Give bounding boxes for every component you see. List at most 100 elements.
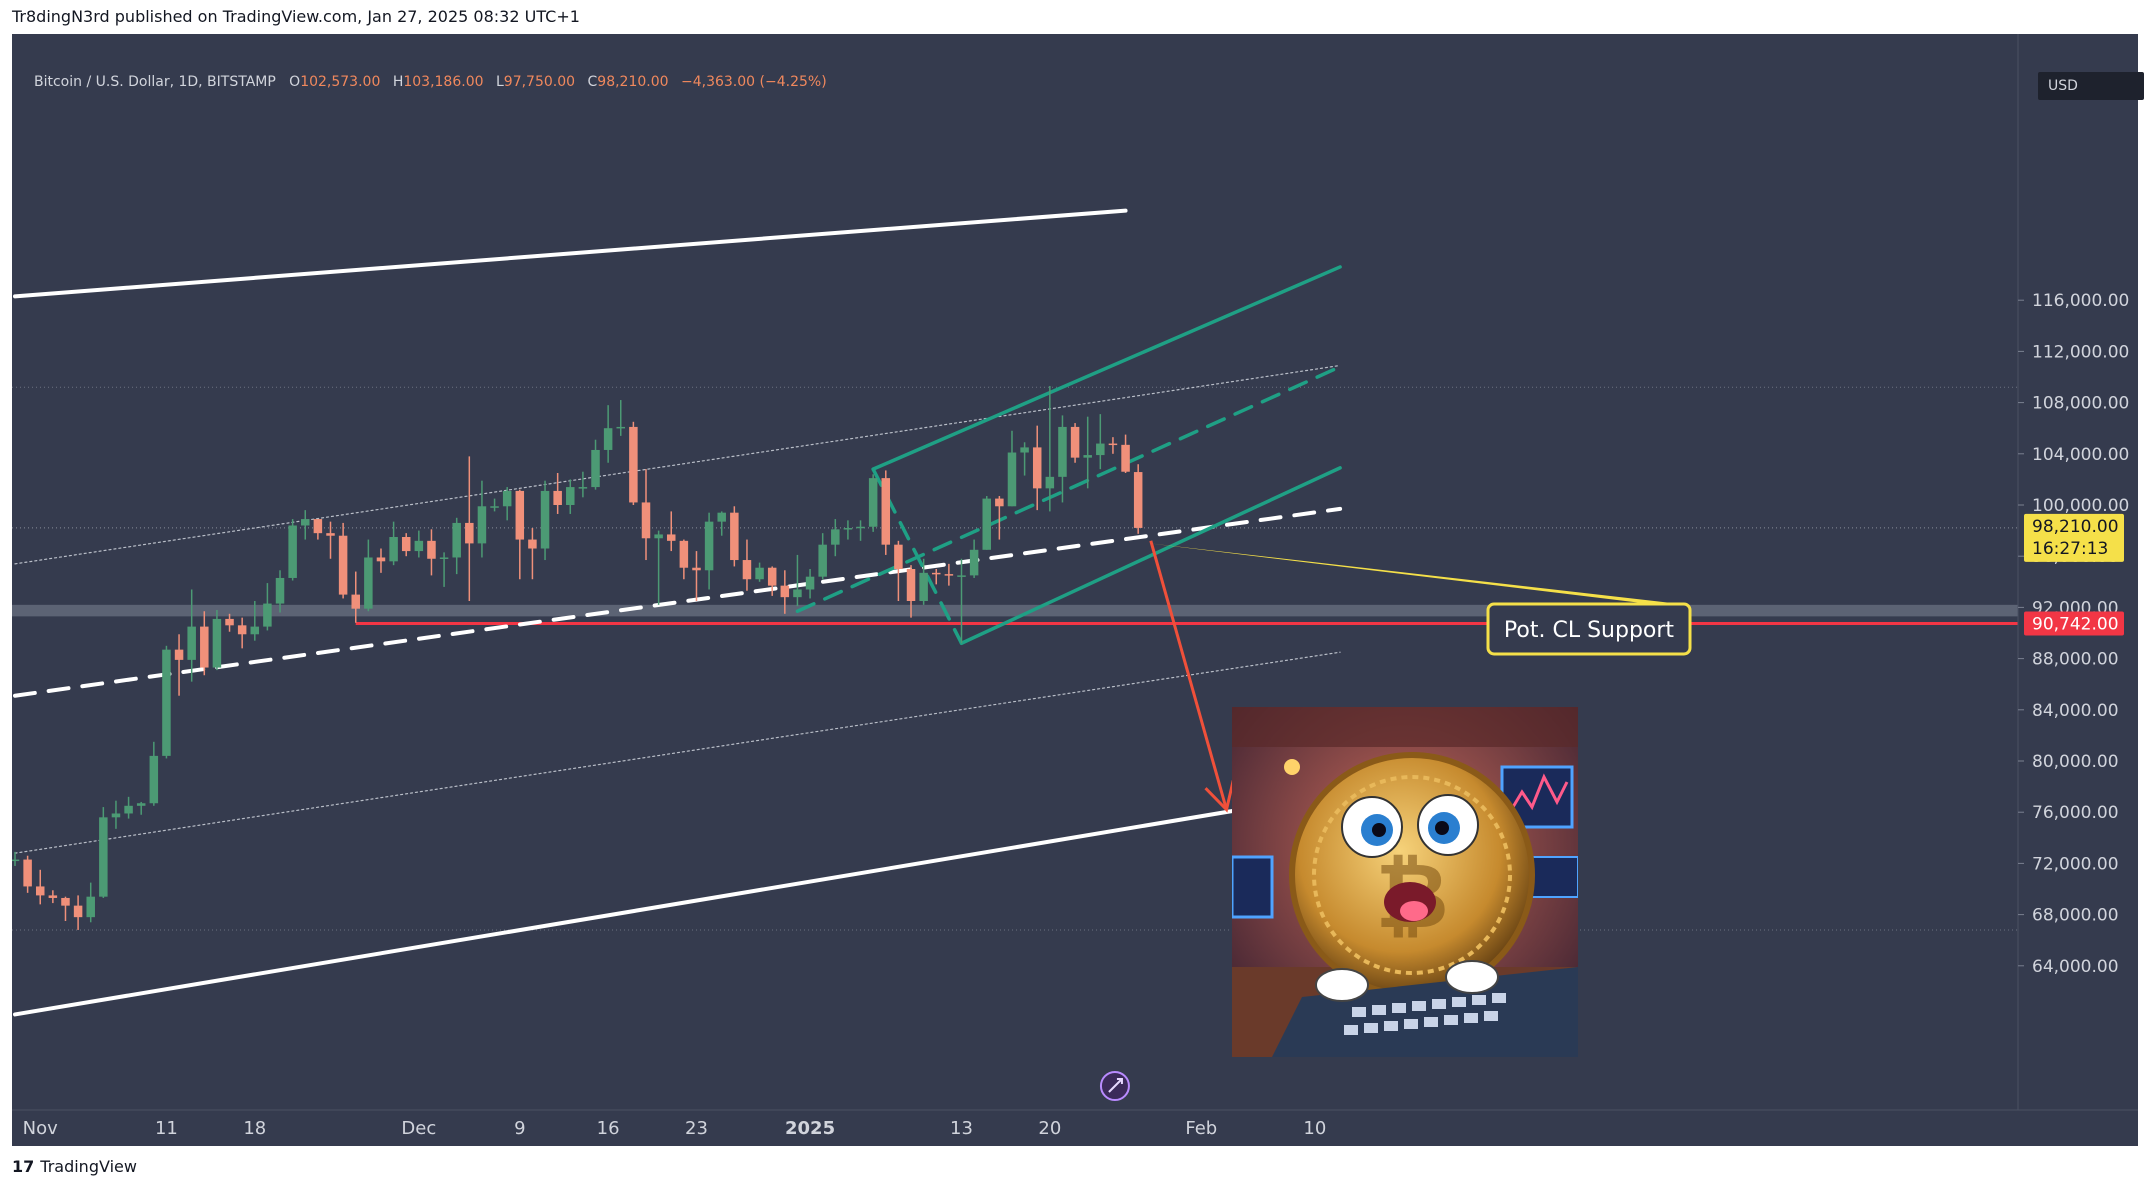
candle-body[interactable] (1020, 447, 1029, 453)
candle-body[interactable] (338, 535, 348, 595)
candle-body[interactable] (187, 626, 196, 660)
candle-body[interactable] (932, 572, 941, 575)
dashed-trend-line (13, 506, 1343, 698)
candle-body[interactable] (48, 895, 58, 898)
candle-body[interactable] (755, 567, 764, 580)
candle-body[interactable] (805, 576, 815, 590)
candle-body[interactable] (818, 544, 827, 577)
candle-body[interactable] (616, 426, 626, 429)
candle-body[interactable] (1133, 472, 1143, 528)
candle-body[interactable] (174, 649, 184, 660)
candle-body[interactable] (919, 572, 928, 601)
candle-body[interactable] (767, 567, 777, 586)
candle-body[interactable] (288, 525, 297, 578)
chart-pane[interactable]: Pot. CL Support 64,000.00 68,000.00 72,000… (12, 34, 2144, 1146)
candle-body[interactable] (1096, 443, 1105, 456)
candle-body[interactable] (704, 521, 714, 571)
candle-body[interactable] (881, 478, 891, 545)
candle-body[interactable] (263, 603, 272, 627)
candle-body[interactable] (591, 449, 600, 488)
candle-body[interactable] (86, 896, 95, 918)
candle-body[interactable] (427, 540, 436, 559)
candle-body[interactable] (666, 534, 676, 541)
candle-body[interactable] (200, 626, 209, 668)
candle-body[interactable] (1108, 443, 1118, 446)
price-tick-label: 72,000.00 (2032, 854, 2119, 874)
candle-body[interactable] (465, 522, 474, 544)
candle-body[interactable] (1083, 455, 1092, 458)
candle-body[interactable] (894, 544, 903, 569)
candle-body[interactable] (780, 585, 790, 598)
candle-body[interactable] (111, 813, 121, 818)
candle-body[interactable] (566, 487, 575, 505)
candle-body[interactable] (995, 498, 1004, 507)
candle-body[interactable] (692, 567, 701, 571)
candle-body[interactable] (1070, 426, 1080, 458)
candle-body[interactable] (250, 626, 260, 635)
candle-body[interactable] (957, 575, 966, 577)
candle-body[interactable] (1058, 426, 1067, 477)
candle-body[interactable] (452, 522, 461, 558)
candle-body[interactable] (502, 490, 512, 507)
candle-body[interactable] (23, 859, 32, 887)
candle-body[interactable] (477, 506, 487, 544)
candle-body[interactable] (364, 557, 373, 609)
candle-body[interactable] (969, 549, 979, 576)
candle-body[interactable] (351, 594, 360, 609)
candle-body[interactable] (1045, 476, 1055, 489)
candle-body[interactable] (439, 557, 449, 559)
candle-body[interactable] (414, 540, 424, 552)
currency-selector[interactable]: USD (2038, 72, 2144, 100)
candle-body[interactable] (61, 897, 70, 906)
candle-body[interactable] (553, 490, 562, 505)
candle-body[interactable] (326, 533, 335, 536)
candle-body[interactable] (528, 539, 537, 549)
candle-body[interactable] (376, 557, 386, 562)
candle-body[interactable] (12, 859, 20, 862)
candle-body[interactable] (136, 803, 146, 806)
candle-body[interactable] (679, 540, 689, 568)
candle-body[interactable] (717, 512, 726, 522)
candle-body[interactable] (540, 490, 550, 549)
last-price-label: 98,210.00 (2032, 517, 2119, 537)
candle-body[interactable] (401, 537, 411, 552)
candle-body[interactable] (515, 490, 525, 540)
time-tick-label: 9 (514, 1118, 525, 1139)
candle-body[interactable] (35, 886, 45, 896)
candle-body[interactable] (906, 569, 916, 601)
candle-body[interactable] (389, 537, 398, 562)
candle-body[interactable] (275, 577, 285, 604)
candle-body[interactable] (1121, 444, 1130, 472)
candle-body[interactable] (490, 506, 499, 508)
candle-body[interactable] (237, 625, 247, 635)
price-chart[interactable]: Pot. CL Support 64,000.00 68,000.00 72,000… (12, 34, 2138, 1146)
candle-layer[interactable] (12, 385, 1143, 930)
candle-body[interactable] (162, 649, 171, 756)
candle-body[interactable] (313, 519, 323, 534)
candle-body[interactable] (629, 426, 638, 503)
candle-body[interactable] (124, 805, 133, 814)
candle-body[interactable] (225, 618, 234, 626)
candle-body[interactable] (1007, 452, 1017, 507)
candle-body[interactable] (856, 526, 865, 529)
candle-body[interactable] (73, 905, 83, 918)
candle-body[interactable] (843, 528, 853, 530)
candle-body[interactable] (654, 534, 663, 539)
candle-body[interactable] (301, 519, 310, 526)
candle-body[interactable] (212, 618, 222, 668)
candle-body[interactable] (982, 498, 991, 550)
candle-body[interactable] (99, 817, 108, 897)
candle-body[interactable] (603, 428, 613, 450)
candle-body[interactable] (641, 502, 651, 539)
candle-body[interactable] (1032, 447, 1042, 489)
axis-layer: 64,000.00 68,000.00 72,000.00 76,000.00 80,0… (12, 34, 2138, 1139)
candle-body[interactable] (831, 529, 840, 545)
candle-body[interactable] (149, 755, 159, 804)
candle-body[interactable] (730, 512, 739, 561)
candle-body[interactable] (793, 589, 802, 598)
candle-body[interactable] (944, 574, 954, 576)
candle-body[interactable] (578, 487, 588, 489)
candle-body[interactable] (742, 560, 752, 580)
candle-body[interactable] (868, 478, 878, 527)
time-tick-label: 16 (597, 1118, 620, 1139)
